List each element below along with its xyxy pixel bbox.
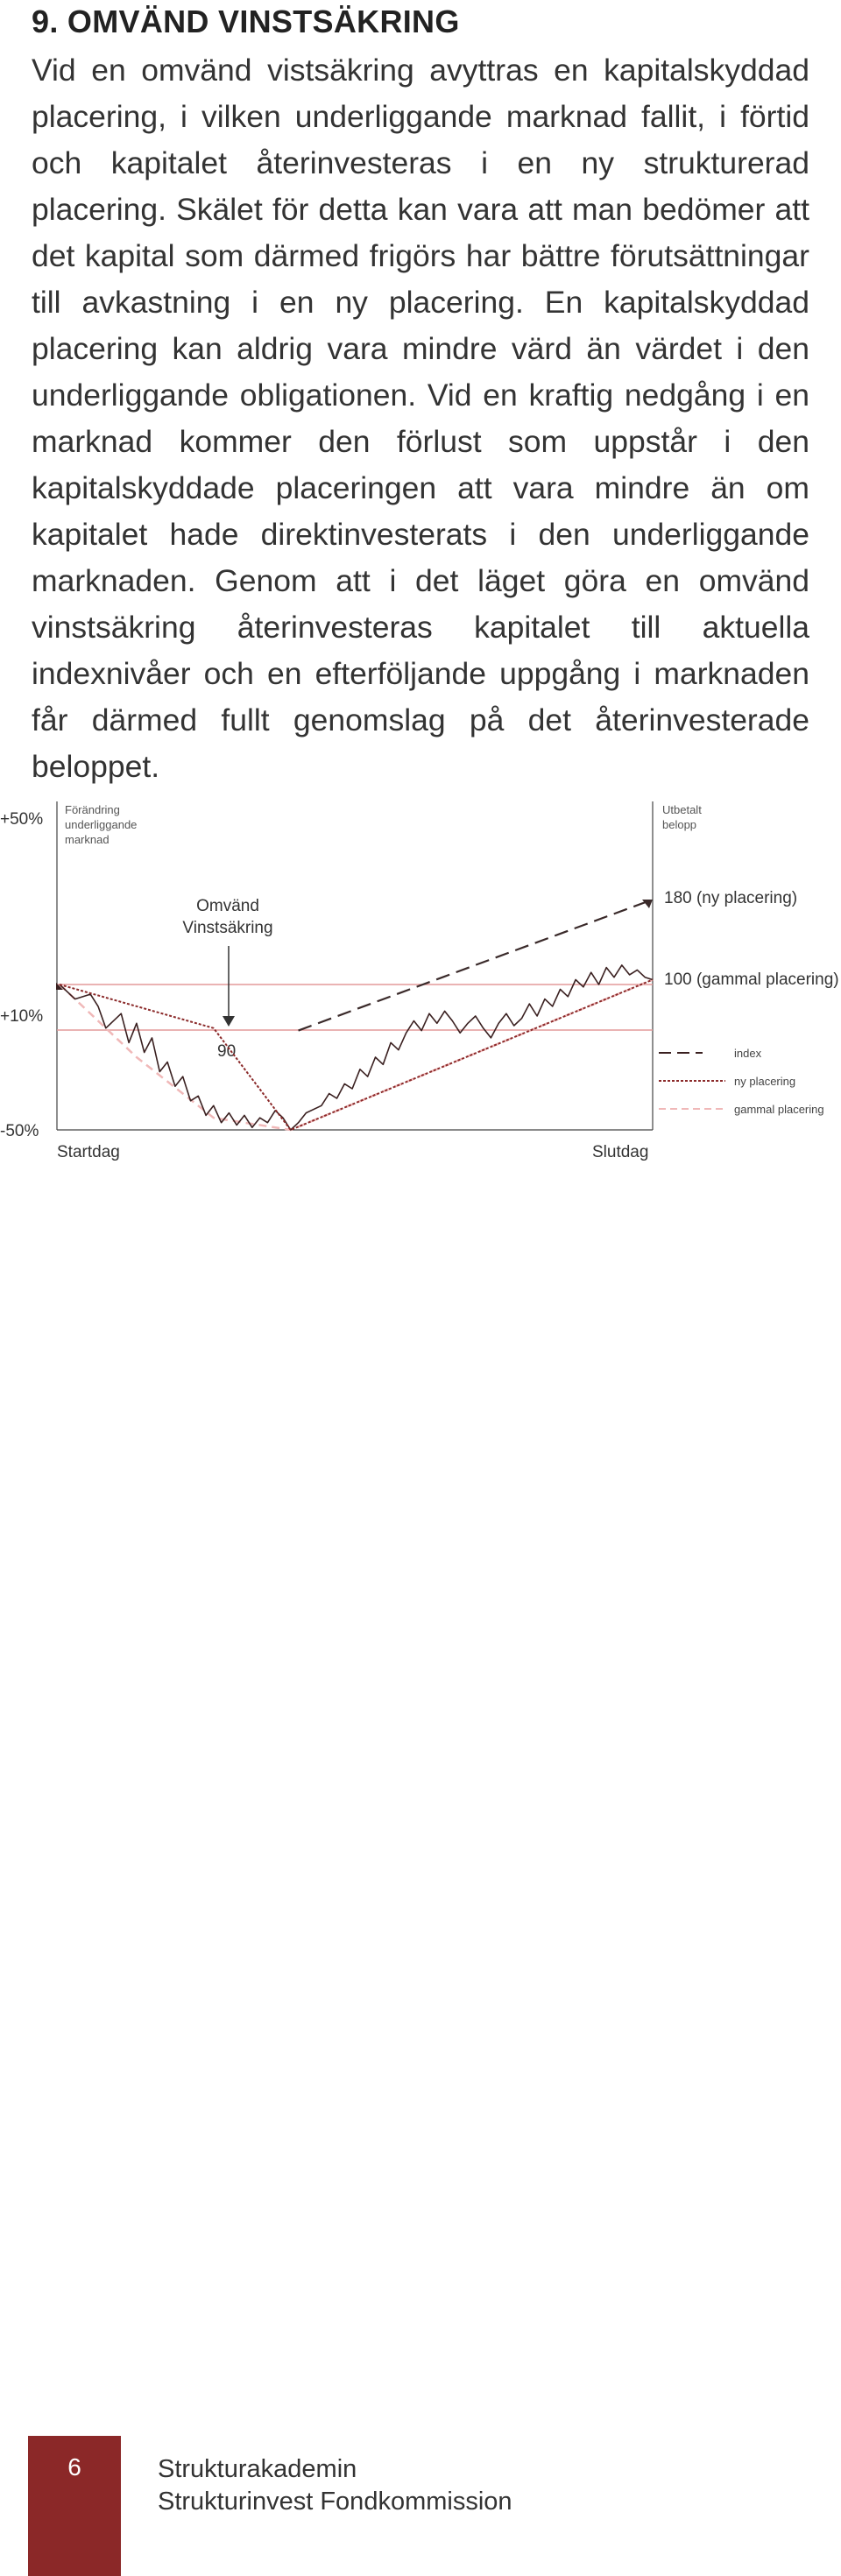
series-gammal-placering (59, 978, 654, 1132)
x-label-start: Startdag (57, 1143, 120, 1161)
series-new-placement-dashed (298, 898, 654, 1032)
annotation-reverse-lock: Omvänd Vinstsäkring (182, 897, 273, 937)
section-body: Vid en omvänd vistsäkring avyttras en ka… (32, 53, 809, 784)
legend-label-index: index (734, 1047, 762, 1060)
footer-company: Strukturinvest Fondkommission (158, 2488, 512, 2516)
page-number-box: 6 (28, 2436, 121, 2576)
y-right-axis-title: Utbetalt belopp (662, 803, 702, 831)
footer-publisher: Strukturakademin (158, 2455, 357, 2483)
page-number: 6 (67, 2453, 81, 2481)
y-tick-top: +50% (0, 810, 43, 829)
legend-label-ny-placering: ny placering (734, 1075, 795, 1088)
new-placement-arrowhead (642, 900, 653, 908)
y-tick-mid: +10% (0, 1007, 43, 1026)
series-index (59, 964, 654, 1131)
x-label-end: Slutdag (592, 1143, 648, 1161)
reverse-lock-chart: +50% +10% -50% Förändring underliggande … (0, 801, 839, 1161)
annotation-value-100: 100 (gammal placering) (664, 970, 839, 989)
series-ny-placering (59, 978, 654, 1131)
annotation-arrowhead (223, 1016, 235, 1027)
y-tick-bottom: -50% (0, 1122, 39, 1140)
section-heading: 9. OMVÄND VINSTSÄKRING (32, 4, 460, 39)
index-start-marker (56, 983, 63, 990)
annotation-value-180: 180 (ny placering) (664, 889, 797, 907)
y-left-axis-title: Förändring underliggande marknad (65, 803, 138, 846)
legend-label-gammal-placering: gammal placering (734, 1103, 824, 1116)
annotation-value-90: 90 (217, 1042, 236, 1061)
